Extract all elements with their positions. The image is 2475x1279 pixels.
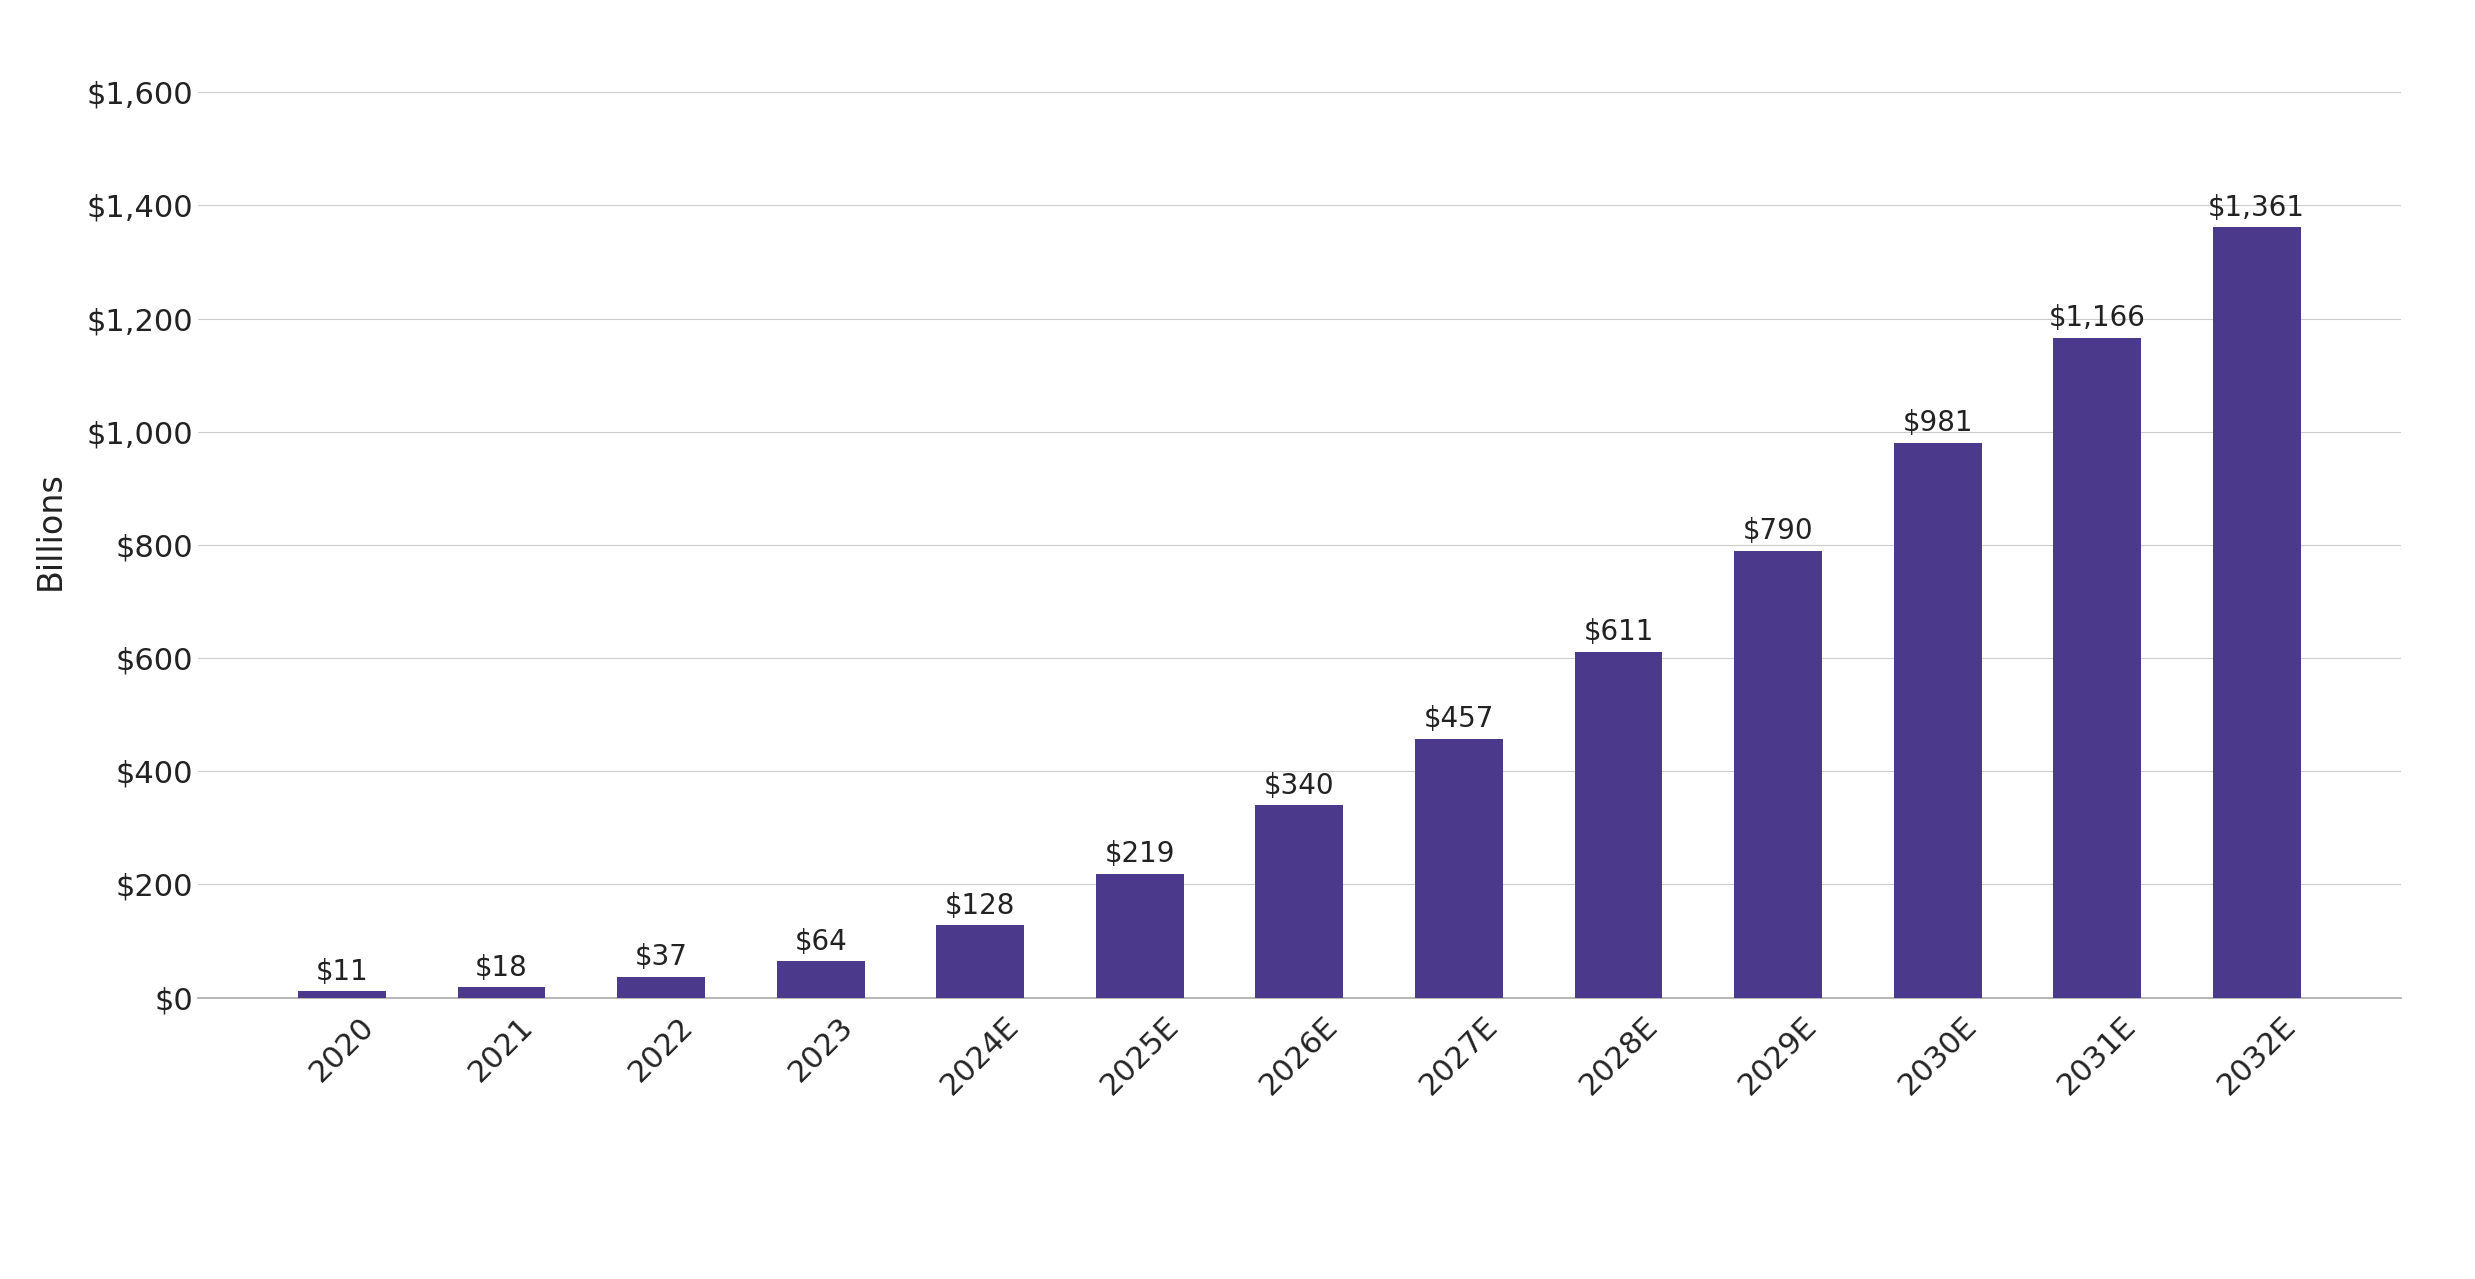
Bar — [777, 962, 864, 998]
Bar — [1735, 550, 1822, 998]
Text: $219: $219 — [1104, 840, 1176, 868]
Bar — [2054, 338, 2141, 998]
Text: $340: $340 — [1265, 771, 1334, 799]
Text: $64: $64 — [794, 927, 846, 955]
Bar — [2213, 228, 2302, 998]
Text: $981: $981 — [1903, 409, 1973, 437]
Text: $790: $790 — [1742, 517, 1814, 545]
Text: $1,166: $1,166 — [2049, 304, 2146, 333]
Text: $18: $18 — [475, 954, 527, 982]
Text: $457: $457 — [1423, 705, 1495, 733]
Bar — [616, 977, 705, 998]
Text: $611: $611 — [1584, 618, 1653, 646]
Text: $1,361: $1,361 — [2208, 194, 2304, 221]
Y-axis label: Billions: Billions — [35, 472, 67, 590]
Bar — [1574, 652, 1663, 998]
Bar — [1893, 443, 1982, 998]
Text: $37: $37 — [634, 943, 688, 971]
Bar — [1416, 739, 1502, 998]
Bar — [1096, 874, 1183, 998]
Bar — [936, 925, 1025, 998]
Text: $128: $128 — [945, 891, 1015, 920]
Bar — [297, 991, 386, 998]
Text: $11: $11 — [317, 958, 369, 986]
Bar — [1255, 806, 1344, 998]
Bar — [458, 987, 544, 998]
